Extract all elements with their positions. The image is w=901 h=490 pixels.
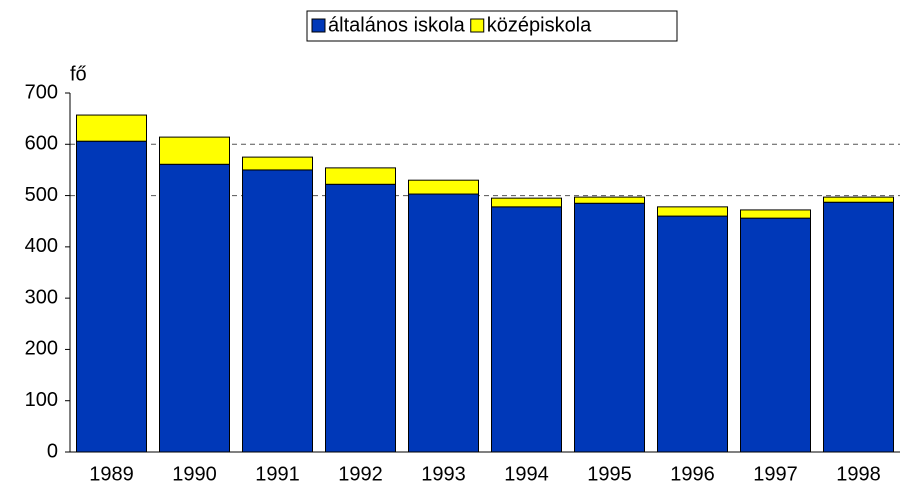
bar-segment	[76, 140, 147, 453]
bar-segment	[159, 163, 230, 453]
y-tick-label: 300	[25, 286, 58, 308]
y-tick-label: 200	[25, 338, 58, 360]
bar-segment	[325, 167, 396, 185]
bar-segment	[76, 114, 147, 142]
y-tick-label: 100	[25, 389, 58, 411]
x-tick-label: 1989	[89, 463, 134, 485]
y-tick-label: 500	[25, 184, 58, 206]
legend-box	[306, 10, 678, 42]
bar-segment	[242, 156, 313, 171]
bar-segment	[657, 206, 728, 217]
bar-segment	[823, 201, 894, 453]
bar-segment	[491, 206, 562, 453]
bar-segment	[491, 197, 562, 208]
bar-segment	[408, 179, 479, 195]
y-tick-label: 400	[25, 235, 58, 257]
x-tick-label: 1996	[670, 463, 715, 485]
x-tick-label: 1993	[421, 463, 466, 485]
bar-segment	[657, 215, 728, 453]
bar-segment	[740, 209, 811, 219]
y-tick-label: 600	[25, 133, 58, 155]
x-tick-label: 1994	[504, 463, 549, 485]
x-tick-label: 1997	[753, 463, 798, 485]
bar-segment	[740, 217, 811, 453]
y-tick-label: 700	[25, 81, 58, 103]
bar-segment	[823, 196, 894, 203]
y-tick-label: 0	[47, 440, 58, 462]
y-axis-label: fő	[70, 63, 87, 85]
bar-segment	[242, 169, 313, 453]
legend-label: középiskola	[487, 14, 592, 36]
legend-label: általános iskola	[328, 14, 466, 36]
x-tick-label: 1992	[338, 463, 383, 485]
x-tick-label: 1990	[172, 463, 217, 485]
bar-segment	[325, 183, 396, 453]
x-tick-label: 1991	[255, 463, 300, 485]
bar-segment	[574, 202, 645, 453]
bar-segment	[159, 136, 230, 165]
x-tick-label: 1998	[836, 463, 881, 485]
x-tick-label: 1995	[587, 463, 632, 485]
bar-segment	[408, 193, 479, 453]
legend-swatch	[311, 18, 326, 33]
legend-swatch	[470, 18, 485, 33]
bar-segment	[574, 196, 645, 204]
